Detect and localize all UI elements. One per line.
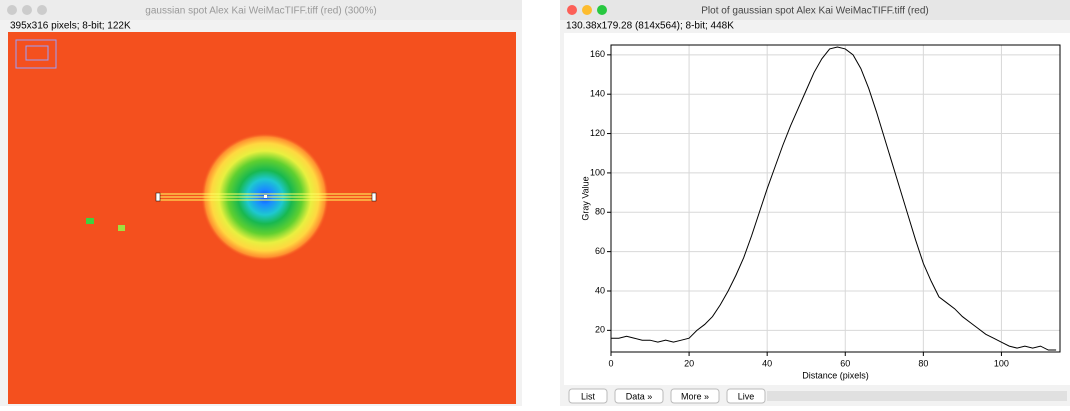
y-tick-label: 80 — [595, 207, 605, 217]
minimize-button[interactable] — [22, 5, 32, 15]
handle[interactable] — [371, 192, 377, 202]
button[interactable]: Data » — [614, 388, 664, 404]
x-tick-label: 100 — [994, 358, 1009, 368]
y-tick-label: 60 — [595, 246, 605, 256]
x-tick-label: 20 — [684, 358, 694, 368]
image-info: 395x316 pixels; 8-bit; 122K — [10, 21, 131, 32]
close-button[interactable] — [567, 5, 577, 15]
speck — [118, 225, 125, 231]
minimize-button[interactable] — [582, 5, 592, 15]
y-tick-label: 100 — [590, 167, 605, 177]
title-bar — [560, 0, 1070, 20]
button-frame[interactable] — [614, 388, 664, 404]
button-frame[interactable] — [568, 388, 608, 404]
plot-canvas — [564, 33, 1070, 385]
zoom-button[interactable] — [37, 5, 47, 15]
close-button[interactable] — [7, 5, 17, 15]
plot-frame — [610, 44, 1061, 353]
handle[interactable] — [155, 192, 161, 202]
title-bar — [0, 0, 522, 20]
handle[interactable] — [264, 195, 267, 198]
button[interactable]: Live — [726, 388, 766, 404]
button-label[interactable]: Live — [738, 391, 755, 401]
speck — [86, 218, 94, 224]
status-field — [767, 391, 1067, 401]
y-tick-label: 20 — [595, 325, 605, 335]
button[interactable]: More » — [670, 388, 720, 404]
button-label[interactable]: List — [581, 391, 596, 401]
x-tick-label: 40 — [762, 358, 772, 368]
x-axis-label: Distance (pixels) — [802, 370, 869, 380]
button-frame[interactable] — [670, 388, 720, 404]
button[interactable]: List — [568, 388, 608, 404]
button-label[interactable]: Data » — [626, 391, 653, 401]
x-tick-label: 80 — [918, 358, 928, 368]
navigator-view — [25, 45, 49, 61]
window-title: Plot of gaussian spot Alex Kai WeiMacTIF… — [701, 6, 929, 17]
y-axis-label: Gray Value — [580, 176, 590, 220]
profile-line — [611, 46, 1057, 351]
y-tick-label: 160 — [590, 49, 605, 59]
y-tick-label: 40 — [595, 285, 605, 295]
button-frame[interactable] — [726, 388, 766, 404]
zoom-button[interactable] — [597, 5, 607, 15]
y-tick-label: 120 — [590, 128, 605, 138]
x-tick-label: 0 — [608, 358, 613, 368]
window-title: gaussian spot Alex Kai WeiMacTIFF.tiff (… — [145, 6, 376, 17]
y-tick-label: 140 — [590, 89, 605, 99]
navigator-box — [15, 39, 57, 69]
plot-info: 130.38x179.28 (814x564); 8-bit; 448K — [566, 21, 734, 32]
button-label[interactable]: More » — [681, 391, 709, 401]
x-tick-label: 60 — [840, 358, 850, 368]
